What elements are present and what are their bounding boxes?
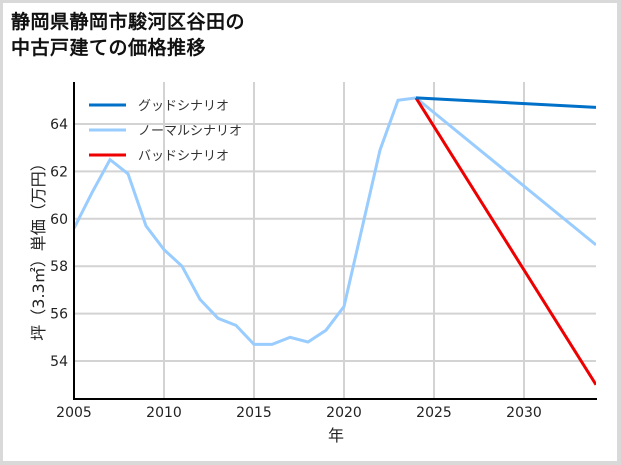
x-tick-label: 2020	[326, 405, 362, 421]
chart-title-line2: 中古戸建ての価格推移	[11, 37, 207, 59]
series-line	[415, 96, 596, 109]
series-line	[414, 97, 596, 386]
chart-title: 静岡県静岡市駿河区谷田の 中古戸建ての価格推移	[11, 9, 245, 61]
y-tick-label: 62	[50, 164, 68, 180]
x-tick-label: 2025	[416, 405, 452, 421]
x-tick-label: 2010	[146, 405, 182, 421]
y-tick-label: 58	[50, 259, 68, 275]
y-tick-label: 56	[50, 307, 68, 323]
chart-panel	[3, 3, 617, 461]
x-tick-label: 2015	[236, 405, 272, 421]
y-tick-label: 60	[50, 212, 68, 228]
y-tick-label: 64	[50, 117, 68, 133]
x-axis-label: 年	[328, 426, 344, 445]
grid-lines	[74, 82, 596, 399]
x-tick-label: 2030	[506, 405, 542, 421]
legend-label: バッドシナリオ	[138, 149, 229, 164]
series-line	[74, 96, 596, 346]
data-series	[74, 96, 596, 386]
x-tick-labels: 2005 2010 2015 2020 2025 2030	[56, 405, 542, 421]
y-tick-label: 54	[50, 354, 68, 370]
y-axis-label: 坪（3.3㎡）単価（万円）	[29, 155, 48, 340]
chart-title-line1: 静岡県静岡市駿河区谷田の	[11, 11, 246, 33]
y-tick-labels: 54 56 58 60 62 64	[50, 117, 68, 370]
legend-label: ノーマルシナリオ	[138, 124, 242, 139]
legend-label: グッドシナリオ	[138, 99, 229, 114]
x-tick-label: 2005	[56, 405, 92, 421]
